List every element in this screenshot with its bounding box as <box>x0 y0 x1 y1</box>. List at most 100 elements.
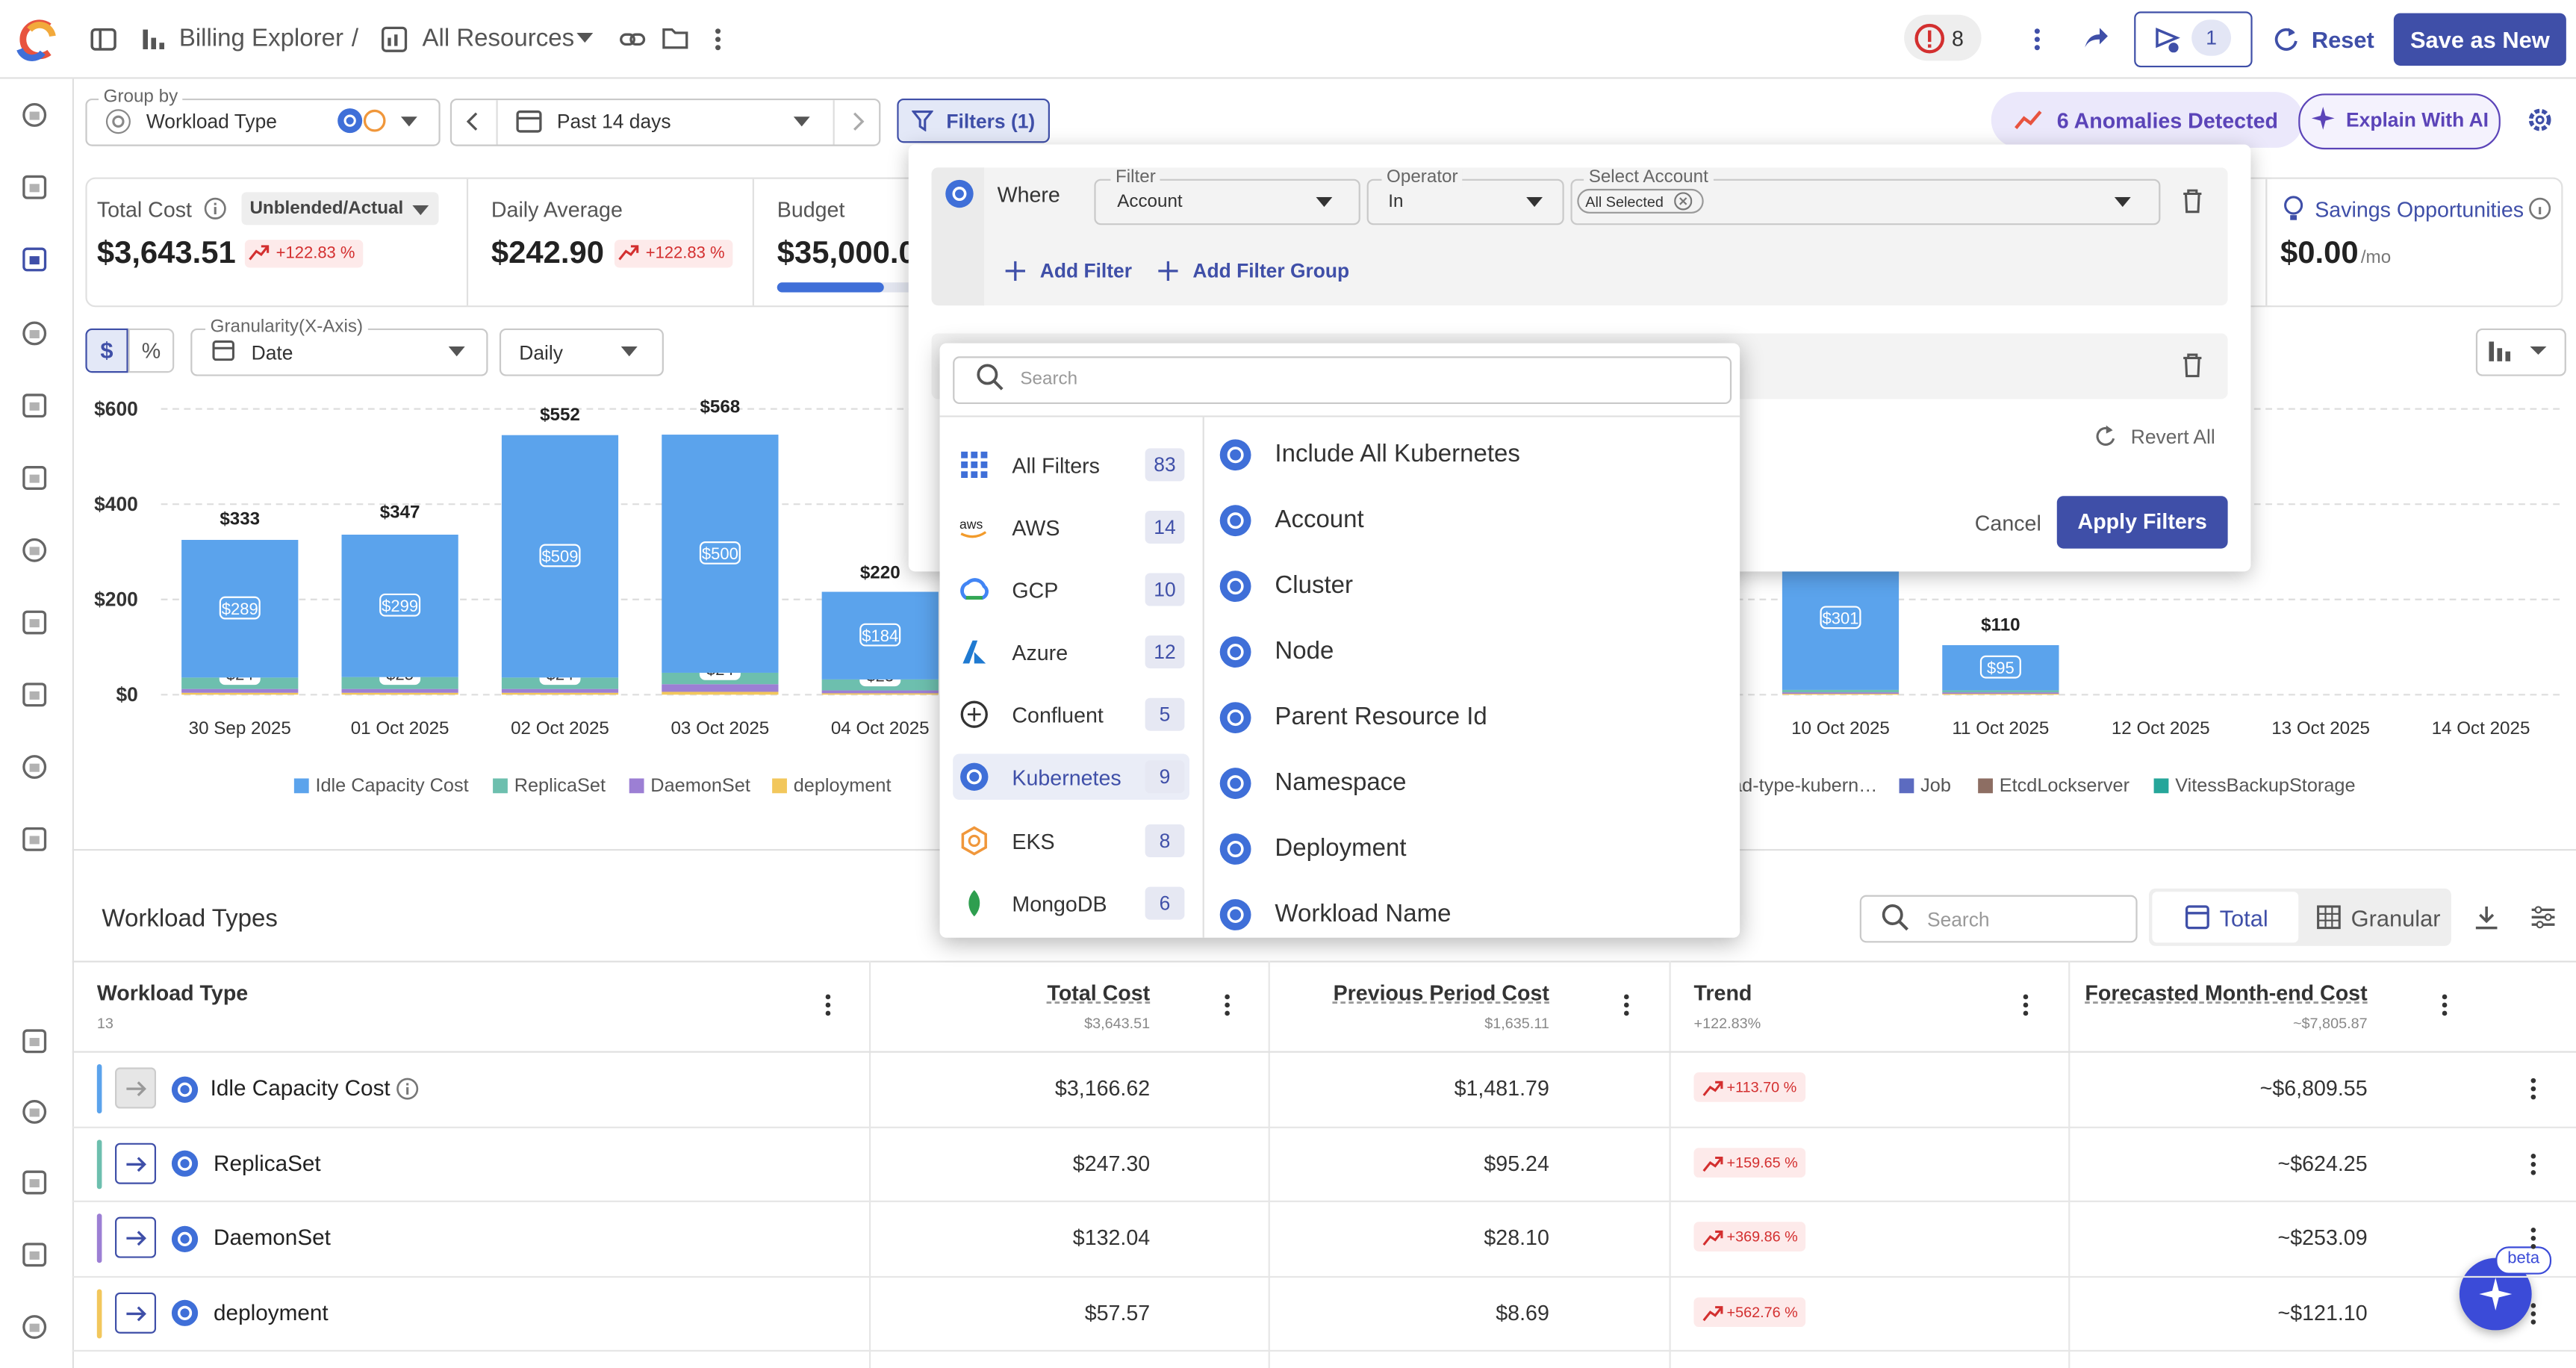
nav-icon[interactable] <box>22 1028 48 1054</box>
chip-remove[interactable] <box>1674 192 1693 211</box>
currency-toggle[interactable]: $ <box>85 328 128 373</box>
more-icon[interactable] <box>2528 1078 2538 1101</box>
info-icon[interactable] <box>396 1078 419 1101</box>
delete-icon[interactable] <box>2182 353 2203 378</box>
column-title[interactable]: Workload Type <box>96 980 249 1005</box>
view-active[interactable] <box>2152 892 2299 943</box>
nav-icon[interactable] <box>22 174 48 200</box>
cancel-button[interactable]: Cancel <box>1974 510 2041 535</box>
total-cost: $57.57 <box>1084 1299 1151 1325</box>
column-title[interactable]: Previous Period Cost <box>1333 980 1549 1005</box>
more-icon[interactable] <box>2020 994 2030 1017</box>
menu-group[interactable]: GCP <box>1012 578 1059 603</box>
menu-group[interactable]: Kubernetes <box>1012 765 1121 790</box>
nav-icon[interactable] <box>22 393 48 419</box>
column-title[interactable]: Trend <box>1693 980 1752 1005</box>
more-icon[interactable] <box>823 994 833 1017</box>
nav-icon[interactable] <box>22 1169 48 1196</box>
add-filter[interactable]: Add Filter <box>1039 259 1133 283</box>
breadcrumb[interactable]: Billing Explorer <box>178 24 343 53</box>
nav-icon[interactable] <box>22 1242 48 1268</box>
percent-toggle[interactable]: % <box>128 328 175 373</box>
share-icon[interactable] <box>2083 26 2109 49</box>
save-button[interactable]: Save as New <box>2393 13 2566 66</box>
date-range-select[interactable] <box>449 98 881 146</box>
notifications-button[interactable] <box>2134 11 2253 68</box>
menu-item[interactable]: Include All Kubernetes <box>1275 440 1520 468</box>
menu-item[interactable]: Workload Name <box>1275 900 1452 928</box>
menu-item[interactable]: Namespace <box>1275 768 1407 797</box>
sidebar-toggle[interactable] <box>90 26 116 52</box>
nav-icon[interactable] <box>22 609 48 635</box>
columns-icon[interactable] <box>2530 905 2556 930</box>
nav-icon[interactable] <box>22 537 48 563</box>
more-icon[interactable] <box>2528 1227 2538 1250</box>
more-icon[interactable] <box>2032 26 2042 52</box>
anomalies-pill[interactable] <box>1991 92 2303 148</box>
more-icon[interactable] <box>713 26 723 52</box>
trend-badge: +159.65 % <box>1693 1147 1806 1177</box>
nav-icon[interactable] <box>22 1098 48 1125</box>
view-option[interactable]: Total <box>2219 904 2268 932</box>
delete-icon[interactable] <box>2182 189 2203 214</box>
menu-item[interactable]: Node <box>1275 637 1334 665</box>
menu-item[interactable]: Parent Resource Id <box>1275 703 1487 731</box>
menu-group[interactable]: EKS <box>1012 829 1055 854</box>
breadcrumb[interactable]: All Resources <box>422 24 575 53</box>
settings-icon[interactable] <box>2527 107 2553 133</box>
menu-item[interactable]: Account <box>1275 506 1364 534</box>
arrow-icon <box>126 1081 146 1097</box>
table-search[interactable] <box>1859 895 2138 943</box>
chart-type-icon <box>2489 341 2547 361</box>
reset-button[interactable]: Reset <box>2311 26 2374 53</box>
column-title[interactable]: Total Cost <box>1047 980 1151 1005</box>
menu-group[interactable]: Azure <box>1012 640 1068 665</box>
filter-field-select[interactable] <box>1094 178 1360 226</box>
trend-arrow <box>618 245 639 261</box>
next-button[interactable] <box>851 112 865 131</box>
selected-chip[interactable] <box>1577 188 1704 214</box>
nav-icon[interactable] <box>22 1313 48 1340</box>
bar-segment <box>662 684 779 692</box>
info-icon[interactable] <box>2528 197 2551 220</box>
interval-select[interactable] <box>499 328 664 376</box>
cost-type-select[interactable] <box>241 192 439 226</box>
menu-group[interactable]: Confluent <box>1012 703 1104 728</box>
account-select[interactable] <box>1570 178 2161 226</box>
more-icon[interactable] <box>2439 994 2449 1017</box>
download-icon[interactable] <box>2474 905 2499 930</box>
nav-icon[interactable] <box>22 246 48 273</box>
nav-icon[interactable] <box>22 826 48 852</box>
value-label-bg <box>699 541 741 565</box>
add-filter-group[interactable]: Add Filter Group <box>1192 259 1350 283</box>
more-icon[interactable] <box>1222 994 1232 1017</box>
menu-search[interactable] <box>953 356 1732 405</box>
more-icon[interactable] <box>2528 1302 2538 1325</box>
more-icon[interactable] <box>2528 1152 2538 1175</box>
caret[interactable] <box>576 32 594 43</box>
nav-icon[interactable] <box>22 464 48 491</box>
explain-button[interactable] <box>2298 93 2501 150</box>
expand-button[interactable] <box>115 1142 157 1184</box>
nav-icon[interactable] <box>22 753 48 780</box>
filters-button[interactable] <box>897 98 1050 143</box>
nav-icon[interactable] <box>22 102 48 128</box>
view-option[interactable]: Granular <box>2351 904 2441 932</box>
column-title[interactable]: Forecasted Month-end Cost <box>2085 980 2368 1005</box>
menu-group[interactable]: MongoDB <box>1012 892 1107 917</box>
menu-group[interactable]: AWS <box>1012 515 1060 541</box>
info-icon[interactable] <box>204 197 227 220</box>
link-icon[interactable] <box>620 28 646 51</box>
folder-icon[interactable] <box>662 26 688 49</box>
menu-group[interactable]: All Filters <box>1012 453 1100 478</box>
prev-button[interactable] <box>466 112 480 131</box>
menu-item[interactable]: Deployment <box>1275 834 1407 862</box>
menu-item[interactable]: Cluster <box>1275 571 1353 600</box>
nav-icon[interactable] <box>22 320 48 346</box>
nav-icon[interactable] <box>22 682 48 708</box>
more-icon[interactable] <box>1622 994 1631 1017</box>
revert-all[interactable]: Revert All <box>2130 425 2215 449</box>
bar-segment <box>821 690 939 694</box>
operator-select[interactable] <box>1366 178 1564 226</box>
apply-button[interactable]: Apply Filters <box>2056 496 2228 549</box>
